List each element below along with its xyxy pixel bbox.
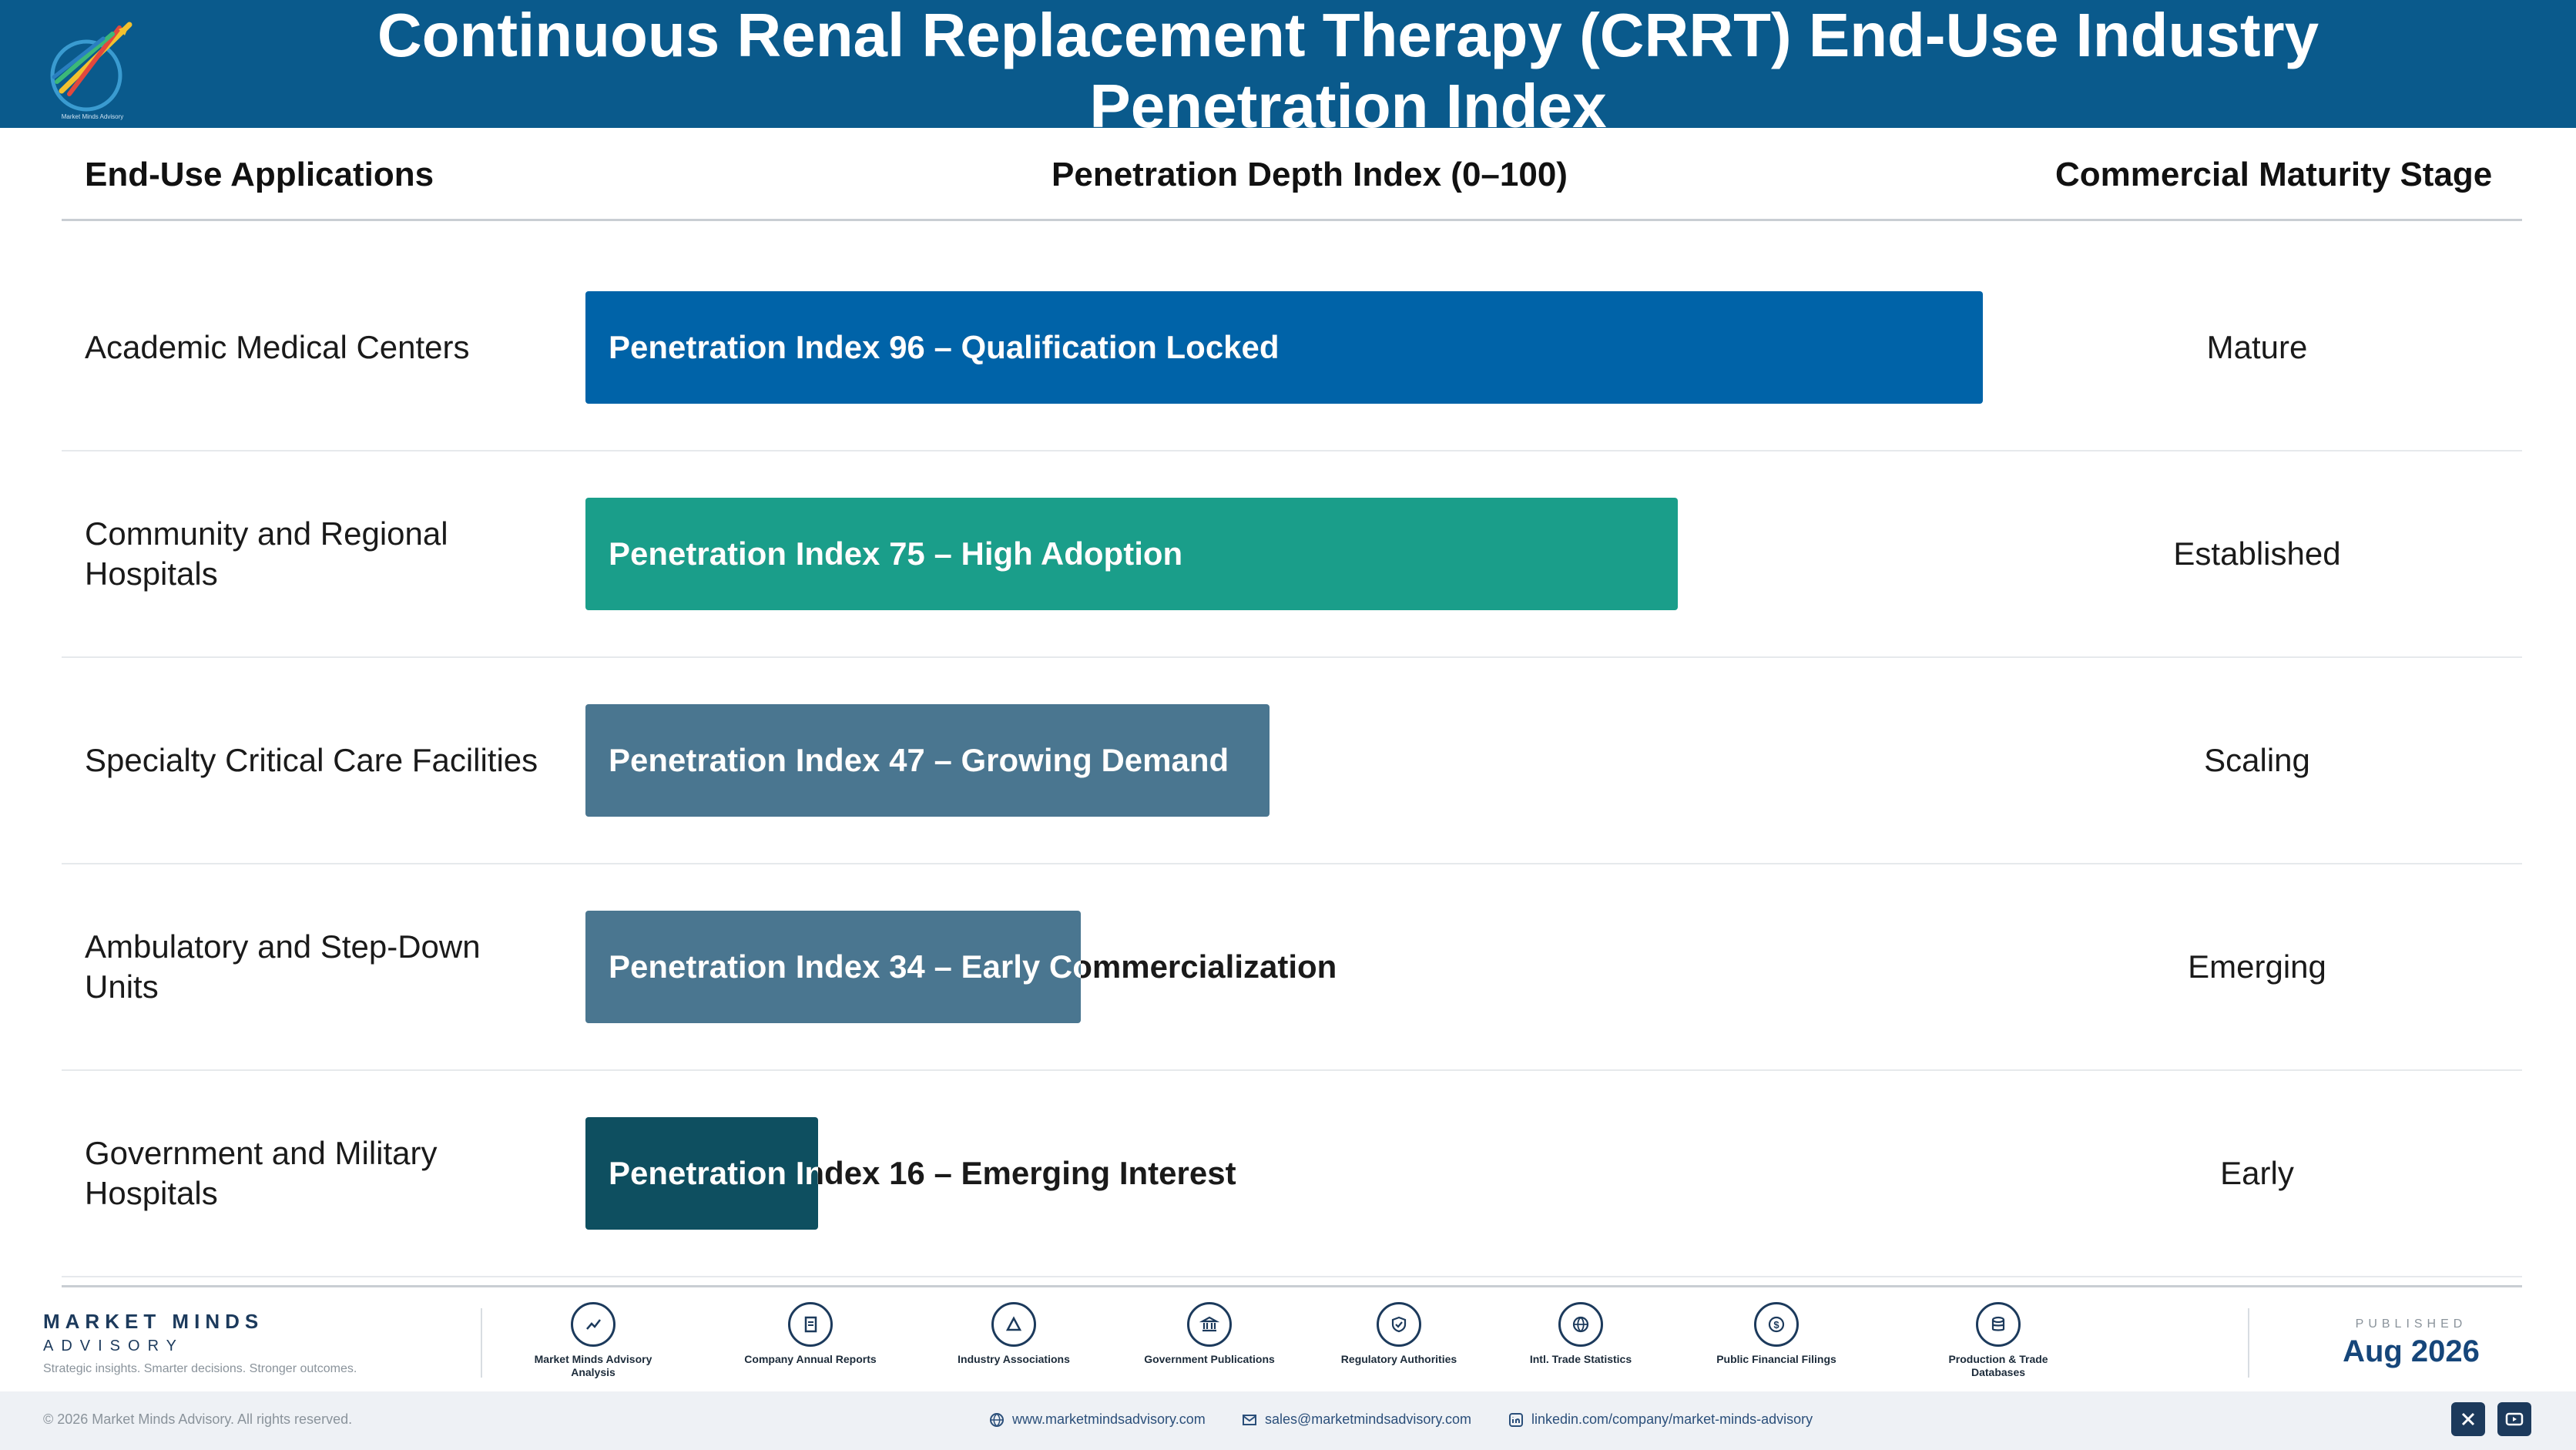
bar-data-label-overlay: Penetration Index 96 – Qualification Loc… [609, 329, 1280, 365]
column-header-penetration: Penetration Depth Index (0–100) [1052, 156, 1568, 193]
category-label: Community and Regional Hospitals [85, 515, 448, 592]
source-item: Government Publications [1132, 1302, 1286, 1366]
table-bottom-divider [62, 1285, 2522, 1287]
footer-tagline: Strategic insights. Smarter decisions. S… [43, 1362, 357, 1375]
penetration-bar [585, 291, 1983, 404]
maturity-stage: Mature [2206, 329, 2308, 365]
source-label: Intl. Trade Statistics [1529, 1353, 1632, 1365]
source-item: $ Public Financial Filings [1699, 1302, 1853, 1366]
bar-data-label-overlay: Penetration Index 16 – Emerging Interest [609, 1155, 818, 1191]
published-caption: PUBLISHED [2355, 1317, 2467, 1331]
penetration-bar [585, 911, 1081, 1023]
website-text: www.marketmindsadvisory.com [1012, 1411, 1206, 1427]
source-label: Regulatory Authorities [1340, 1353, 1457, 1365]
youtube-social-button[interactable] [2497, 1402, 2531, 1436]
database-icon [1976, 1302, 2021, 1347]
website-link[interactable]: www.marketmindsadvisory.com [989, 1411, 1206, 1428]
email-text: sales@marketmindsadvisory.com [1265, 1411, 1472, 1427]
shield-check-icon [1377, 1302, 1421, 1347]
footer-brand-sub: ADVISORY [43, 1338, 184, 1354]
source-label: Market Minds Advisory Analysis [534, 1353, 652, 1378]
bar-data-label: Penetration Index 16 – Emerging Interest [609, 1155, 1236, 1191]
company-logo: Market Minds Advisory [50, 22, 132, 120]
bar-label-overlay: Penetration Index 16 – Emerging Interest [585, 1117, 818, 1230]
bar-data-label: Penetration Index 75 – High Adoption [609, 535, 1183, 572]
maturity-stage: Emerging [2188, 948, 2326, 985]
network-icon [991, 1302, 1036, 1347]
maturity-stage: Early [2220, 1155, 2294, 1191]
source-label: Production & Trade Databases [1948, 1353, 2048, 1378]
svg-text:Market Minds Advisory: Market Minds Advisory [62, 113, 123, 120]
source-item: Production & Trade Databases [1921, 1302, 2075, 1379]
x-social-button[interactable] [2451, 1402, 2485, 1436]
bar-data-label-overlay: Penetration Index 47 – Growing Demand [609, 742, 1229, 778]
chart-row: Community and Regional Hospitals Penetrat… [62, 451, 2522, 658]
source-item: Industry Associations [937, 1302, 1091, 1366]
svg-text:$: $ [1773, 1319, 1779, 1331]
footer: MARKET MINDS ADVISORY Strategic insights… [0, 1294, 2576, 1450]
bar-data-label: Penetration Index 34 – Early Commerciali… [609, 948, 1337, 985]
globe-icon [1558, 1302, 1603, 1347]
header-banner: Market Minds Advisory Continuous Renal R… [0, 0, 2576, 140]
maturity-stage: Established [2173, 535, 2341, 572]
source-item: Market Minds Advisory Analysis [516, 1302, 670, 1379]
chart-row: Government and Military Hospitals Penetra… [62, 1071, 2522, 1277]
dollar-coin-icon: $ [1754, 1302, 1799, 1347]
bar-data-label: Penetration Index 47 – Growing Demand [609, 742, 1229, 778]
category-label: Academic Medical Centers [85, 329, 470, 365]
x-logo-icon [2461, 1412, 2475, 1426]
category-label: Ambulatory and Step-Down Units [85, 928, 481, 1005]
footer-brand-name: MARKET MINDS [43, 1310, 264, 1333]
footer-divider [481, 1308, 482, 1378]
column-header-applications: End-Use Applications [85, 156, 434, 193]
source-item: Company Annual Reports [733, 1302, 887, 1366]
government-building-icon [1187, 1302, 1232, 1347]
bar-label-overlay: Penetration Index 96 – Qualification Loc… [585, 291, 1983, 404]
bar-label-overlay: Penetration Index 34 – Early Commerciali… [585, 911, 1081, 1023]
penetration-bar [585, 498, 1678, 610]
footer-divider [2248, 1308, 2249, 1378]
source-item: Intl. Trade Statistics [1504, 1302, 1658, 1366]
bar-data-label-overlay: Penetration Index 75 – High Adoption [609, 535, 1183, 572]
email-link[interactable]: sales@marketmindsadvisory.com [1242, 1411, 1471, 1428]
column-header-maturity: Commercial Maturity Stage [2055, 156, 2493, 193]
bar-label-overlay: Penetration Index 75 – High Adoption [585, 498, 1678, 610]
linkedin-icon [1509, 1412, 1523, 1427]
chart-row: Ambulatory and Step-Down Units Penetratio… [62, 864, 2522, 1071]
linkedin-text: linkedin.com/company/market-minds-adviso… [1531, 1411, 1813, 1427]
bar-data-label-overlay: Penetration Index 34 – Early Commerciali… [609, 948, 1081, 985]
header-divider [62, 219, 2522, 221]
source-label: Government Publications [1144, 1353, 1275, 1365]
source-label: Public Financial Filings [1716, 1353, 1836, 1365]
bar-data-label: Penetration Index 96 – Qualification Loc… [609, 329, 1280, 365]
copyright-text: © 2026 Market Minds Advisory. All rights… [43, 1411, 353, 1427]
penetration-bar [585, 704, 1270, 817]
mail-icon [1243, 1414, 1256, 1425]
source-label: Company Annual Reports [744, 1353, 877, 1365]
published-date: Aug 2026 [2343, 1334, 2480, 1368]
footer-contact-bar: © 2026 Market Minds Advisory. All rights… [0, 1391, 2576, 1450]
linkedin-link[interactable]: linkedin.com/company/market-minds-adviso… [1508, 1411, 1813, 1428]
maturity-stage: Scaling [2204, 742, 2310, 778]
category-label: Government and Military Hospitals [85, 1135, 438, 1211]
source-item: Regulatory Authorities [1322, 1302, 1476, 1366]
document-icon [788, 1302, 833, 1347]
trend-line-icon [571, 1302, 615, 1347]
source-label: Industry Associations [958, 1353, 1070, 1365]
bar-label-overlay: Penetration Index 47 – Growing Demand [585, 704, 1270, 817]
youtube-icon [2505, 1412, 2524, 1426]
globe-icon [990, 1412, 1004, 1427]
chart-row: Specialty Critical Care Facilities Penetr… [62, 658, 2522, 864]
category-label: Specialty Critical Care Facilities [85, 742, 538, 778]
page-title: Continuous Renal Replacement Therapy (CR… [377, 1, 2319, 140]
penetration-bar [585, 1117, 818, 1230]
chart-row: Academic Medical Centers Penetration Inde… [62, 245, 2522, 451]
